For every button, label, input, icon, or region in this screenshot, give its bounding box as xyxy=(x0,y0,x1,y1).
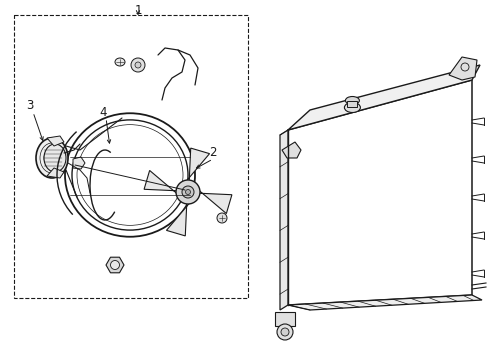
Polygon shape xyxy=(47,168,64,178)
Polygon shape xyxy=(288,295,482,310)
Ellipse shape xyxy=(344,103,361,113)
Circle shape xyxy=(131,58,145,72)
Text: 3: 3 xyxy=(26,99,34,112)
Polygon shape xyxy=(73,157,85,169)
Polygon shape xyxy=(47,136,64,146)
Polygon shape xyxy=(184,148,210,184)
Polygon shape xyxy=(144,170,180,196)
Circle shape xyxy=(135,62,141,68)
Polygon shape xyxy=(280,130,288,310)
Ellipse shape xyxy=(115,58,125,66)
Polygon shape xyxy=(282,142,301,158)
Circle shape xyxy=(277,324,293,340)
Circle shape xyxy=(111,261,120,270)
Circle shape xyxy=(186,189,191,194)
Ellipse shape xyxy=(36,138,68,178)
Polygon shape xyxy=(449,57,477,80)
Text: 1: 1 xyxy=(134,4,142,17)
Polygon shape xyxy=(196,188,232,213)
Bar xyxy=(14,15,248,298)
Circle shape xyxy=(182,186,194,198)
Circle shape xyxy=(281,328,289,336)
Ellipse shape xyxy=(345,96,359,104)
Polygon shape xyxy=(167,200,192,236)
Text: 2: 2 xyxy=(209,145,217,158)
Circle shape xyxy=(176,180,200,204)
Polygon shape xyxy=(275,312,295,326)
Circle shape xyxy=(217,213,227,223)
Polygon shape xyxy=(288,65,480,130)
Ellipse shape xyxy=(44,144,66,172)
Text: 4: 4 xyxy=(99,105,107,118)
Bar xyxy=(347,100,357,107)
